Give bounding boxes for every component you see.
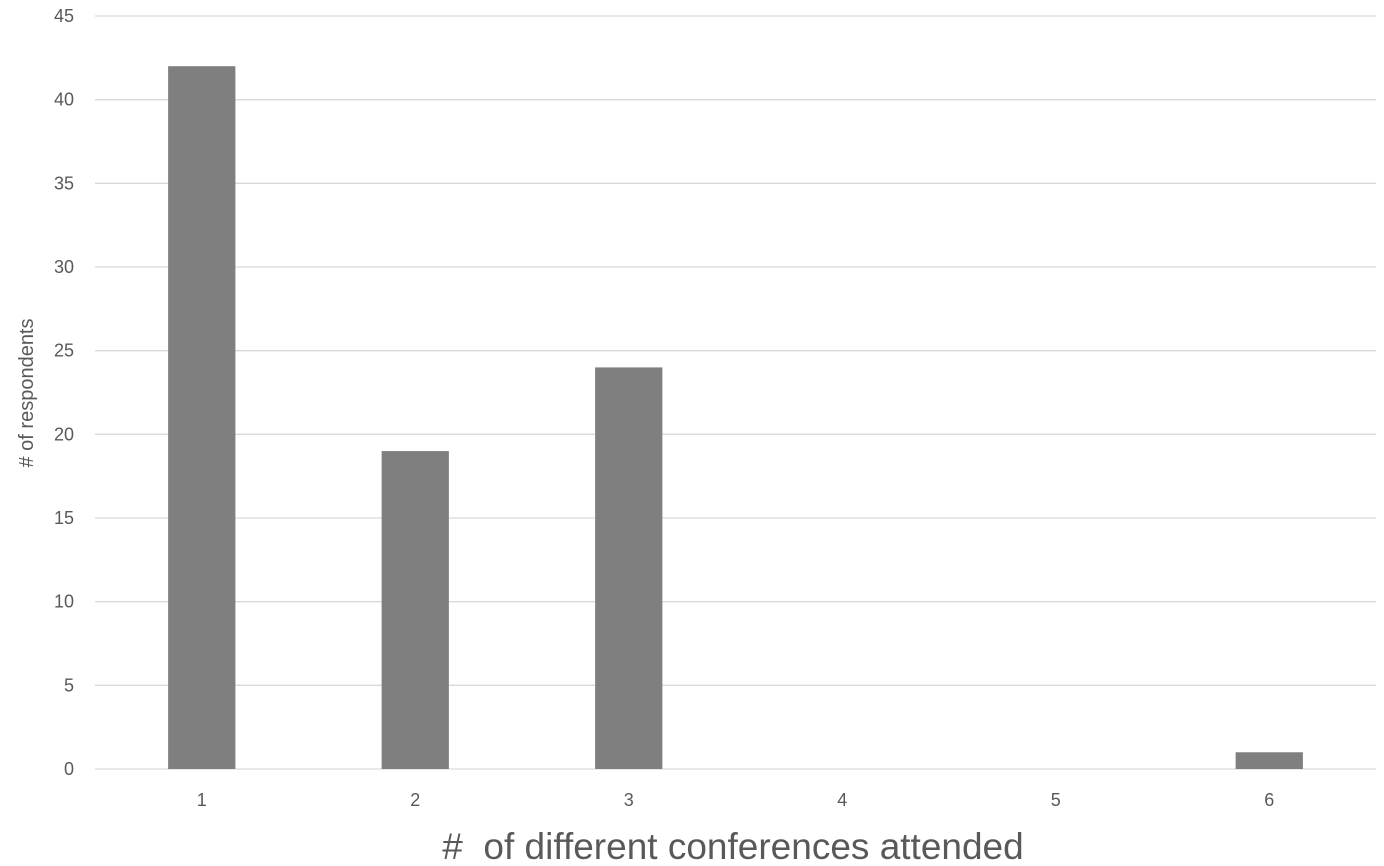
y-tick-label: 40	[54, 90, 74, 110]
y-axis-tick-labels: 0 5 10 15 20 25 30 35 40 45	[54, 6, 74, 779]
y-tick-label: 5	[64, 675, 74, 695]
y-tick-label: 45	[54, 6, 74, 26]
x-tick-label: 2	[410, 790, 420, 810]
x-tick-label: 6	[1264, 790, 1274, 810]
y-tick-label: 0	[64, 759, 74, 779]
x-tick-label: 1	[197, 790, 207, 810]
bar-3	[595, 367, 663, 769]
y-tick-label: 20	[54, 424, 74, 444]
bar-6	[1235, 752, 1303, 769]
x-tick-label: 3	[624, 790, 634, 810]
bar-2	[381, 451, 449, 769]
y-tick-label: 15	[54, 508, 74, 528]
y-tick-label: 10	[54, 592, 74, 612]
y-tick-label: 25	[54, 341, 74, 361]
gridlines	[95, 15, 1376, 770]
y-tick-label: 35	[54, 173, 74, 193]
x-axis-title: # of different conferences attended	[442, 826, 1023, 866]
y-tick-label: 30	[54, 257, 74, 277]
bars	[168, 66, 1303, 769]
bar-1	[168, 66, 236, 769]
y-axis-title: # of respondents	[16, 319, 38, 468]
x-tick-label: 5	[1051, 790, 1061, 810]
x-tick-label: 4	[837, 790, 847, 810]
x-axis-tick-labels: 1 2 3 4 5 6	[197, 790, 1275, 810]
